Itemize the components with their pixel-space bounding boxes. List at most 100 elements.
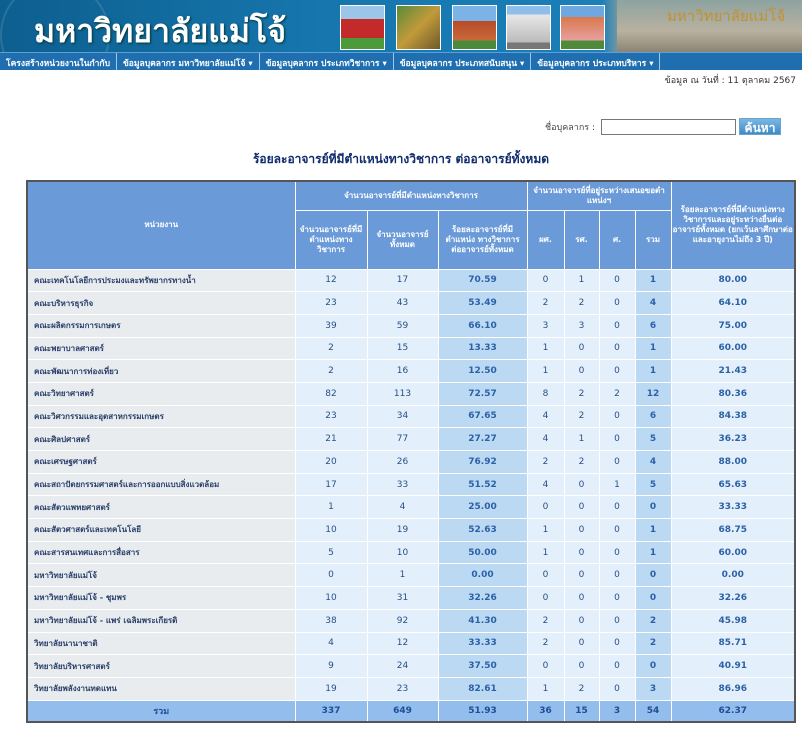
asst-prof-cell: 2 xyxy=(526,608,565,633)
prof-cell: 0 xyxy=(598,495,636,520)
pending-total-cell: 4 xyxy=(634,291,672,315)
table-row: คณะเศรษฐศาสตร์ 20 26 76.92 2 2 0 4 88.00 xyxy=(26,450,796,474)
total-teachers-cell: 1 xyxy=(366,563,439,588)
main-nav: โครงสร้างหน่วยงานในกำกับ ข้อมูลบุคลากร ม… xyxy=(0,52,802,70)
percent-cell: 52.63 xyxy=(437,518,528,542)
table-row: คณะศิลปศาสตร์ 21 77 27.27 4 1 0 5 36.23 xyxy=(26,427,796,451)
pending-total-cell: 0 xyxy=(634,495,672,520)
banner-photo-1 xyxy=(340,5,385,50)
percent-cell: 51.52 xyxy=(437,472,528,497)
unit-name-cell: คณะเทคโนโลยีการประมงและทรัพยากรทางน้ำ xyxy=(26,268,296,293)
nav-personnel-university[interactable]: ข้อมูลบุคลากร มหาวิทยาลัยแม่โจ้ ▾ xyxy=(117,53,260,70)
prof-cell: 2 xyxy=(598,381,636,406)
overall-percent-cell: 86.96 xyxy=(670,676,796,701)
header-prof: ศ. xyxy=(598,209,636,270)
percent-cell: 50.00 xyxy=(437,540,528,565)
pending-total-cell: 1 xyxy=(634,540,672,565)
with-position-cell: 17 xyxy=(294,472,368,497)
asst-prof-cell: 1 xyxy=(526,540,565,565)
nav-personnel-executive[interactable]: ข้อมูลบุคลากร ประเภทบริหาร ▾ xyxy=(531,53,661,70)
search-input[interactable] xyxy=(601,118,736,135)
pending-total-cell: 4 xyxy=(634,450,672,474)
with-position-cell: 82 xyxy=(294,381,368,406)
overall-percent-cell: 88.00 xyxy=(670,450,796,474)
nav-personnel-academic[interactable]: ข้อมูลบุคลากร ประเภทวิชาการ ▾ xyxy=(260,53,394,70)
percent-cell: 41.30 xyxy=(437,608,528,633)
percent-cell: 66.10 xyxy=(437,313,528,338)
overall-percent-cell: 32.26 xyxy=(670,586,796,610)
with-position-cell: 38 xyxy=(294,608,368,633)
overall-percent-cell: 60.00 xyxy=(670,540,796,565)
assoc-prof-cell: 2 xyxy=(563,404,600,429)
search-button[interactable]: ค้นหา xyxy=(739,118,781,135)
table-row: คณะสารสนเทศและการสื่อสาร 5 10 50.00 1 0 0 1 60.0… xyxy=(26,540,796,565)
table-row: มหาวิทยาลัยแม่โจ้ - แพร่ เฉลิมพระเกียรติ… xyxy=(26,608,796,633)
percent-cell: 67.65 xyxy=(437,404,528,429)
header-percent: ร้อยละอาจารย์ที่มีตำแหน่ง ทางวิชาการ ต่อ… xyxy=(437,209,528,270)
assoc-prof-cell: 2 xyxy=(563,676,600,701)
with-position-cell: 1 xyxy=(294,495,368,520)
unit-name-cell: มหาวิทยาลัยแม่โจ้ - แพร่ เฉลิมพระเกียรติ xyxy=(26,608,296,633)
prof-cell: 0 xyxy=(598,518,636,542)
assoc-prof-cell: 0 xyxy=(563,518,600,542)
total-teachers-cell: 649 xyxy=(366,699,439,723)
with-position-cell: 21 xyxy=(294,427,368,451)
pending-total-cell: 5 xyxy=(634,472,672,497)
assoc-prof-cell: 0 xyxy=(563,586,600,610)
total-teachers-cell: 12 xyxy=(366,631,439,656)
unit-name-cell: คณะบริหารธุรกิจ xyxy=(26,291,296,315)
assoc-prof-cell: 3 xyxy=(563,313,600,338)
with-position-cell: 4 xyxy=(294,631,368,656)
asst-prof-cell: 1 xyxy=(526,336,565,361)
header-total-teachers: จำนวนอาจารย์ทั้งหมด xyxy=(366,209,439,270)
prof-cell: 0 xyxy=(598,586,636,610)
asst-prof-cell: 4 xyxy=(526,472,565,497)
assoc-prof-cell: 1 xyxy=(563,268,600,293)
unit-name-cell: มหาวิทยาลัยแม่โจ้ - ชุมพร xyxy=(26,586,296,610)
total-teachers-cell: 31 xyxy=(366,586,439,610)
asst-prof-cell: 0 xyxy=(526,586,565,610)
percent-cell: 51.93 xyxy=(437,699,528,723)
asst-prof-cell: 4 xyxy=(526,404,565,429)
nav-personnel-support[interactable]: ข้อมูลบุคลากร ประเภทสนับสนุน ▾ xyxy=(394,53,532,70)
total-teachers-cell: 92 xyxy=(366,608,439,633)
assoc-prof-cell: 2 xyxy=(563,291,600,315)
table-row: คณะสถาปัตยกรรมศาสตร์และการออกแบบสิ่งแวดล… xyxy=(26,472,796,497)
overall-percent-cell: 84.38 xyxy=(670,404,796,429)
table-row: คณะวิศวกรรมและอุตสาหกรรมเกษตร 23 34 67.65 4 2… xyxy=(26,404,796,429)
overall-percent-cell: 64.10 xyxy=(670,291,796,315)
campus-sign-photo: มหาวิทยาลัยแม่โจ้ xyxy=(617,0,802,52)
total-teachers-cell: 33 xyxy=(366,472,439,497)
unit-name-cell: วิทยาลัยบริหารศาสตร์ xyxy=(26,654,296,678)
prof-cell: 1 xyxy=(598,472,636,497)
total-teachers-cell: 15 xyxy=(366,336,439,361)
unit-name-cell: มหาวิทยาลัยแม่โจ้ xyxy=(26,563,296,588)
unit-name-cell: วิทยาลัยพลังงานทดแทน xyxy=(26,676,296,701)
pending-total-cell: 6 xyxy=(634,404,672,429)
total-teachers-cell: 26 xyxy=(366,450,439,474)
pending-total-cell: 12 xyxy=(634,381,672,406)
asst-prof-cell: 2 xyxy=(526,291,565,315)
site-banner: มหาวิทยาลัยแม่โจ้ มหาวิทยาลัยแม่โจ้ xyxy=(0,0,802,52)
overall-percent-cell: 60.00 xyxy=(670,336,796,361)
header-with-position: จำนวนอาจารย์ที่มีตำแหน่งทางวิชาการ xyxy=(294,209,368,270)
pending-total-cell: 3 xyxy=(634,676,672,701)
asst-prof-cell: 1 xyxy=(526,359,565,383)
total-row: รวม 337 649 51.93 36 15 3 54 62.37 xyxy=(26,699,796,723)
overall-percent-cell: 80.00 xyxy=(670,268,796,293)
unit-name-cell: คณะสัตวศาสตร์และเทคโนโลยี xyxy=(26,518,296,542)
header-assoc-prof: รศ. xyxy=(563,209,600,270)
prof-cell: 0 xyxy=(598,291,636,315)
prof-cell: 0 xyxy=(598,563,636,588)
prof-cell: 0 xyxy=(598,654,636,678)
overall-percent-cell: 33.33 xyxy=(670,495,796,520)
percent-cell: 76.92 xyxy=(437,450,528,474)
with-position-cell: 39 xyxy=(294,313,368,338)
assoc-prof-cell: 0 xyxy=(563,631,600,656)
nav-structure[interactable]: โครงสร้างหน่วยงานในกำกับ xyxy=(0,53,117,70)
unit-name-cell: วิทยาลัยนานาชาติ xyxy=(26,631,296,656)
academic-position-table: หน่วยงาน จำนวนอาจารย์ที่มีตำแหน่งทางวิชา… xyxy=(26,180,796,724)
pending-total-cell: 0 xyxy=(634,654,672,678)
with-position-cell: 5 xyxy=(294,540,368,565)
overall-percent-cell: 21.43 xyxy=(670,359,796,383)
